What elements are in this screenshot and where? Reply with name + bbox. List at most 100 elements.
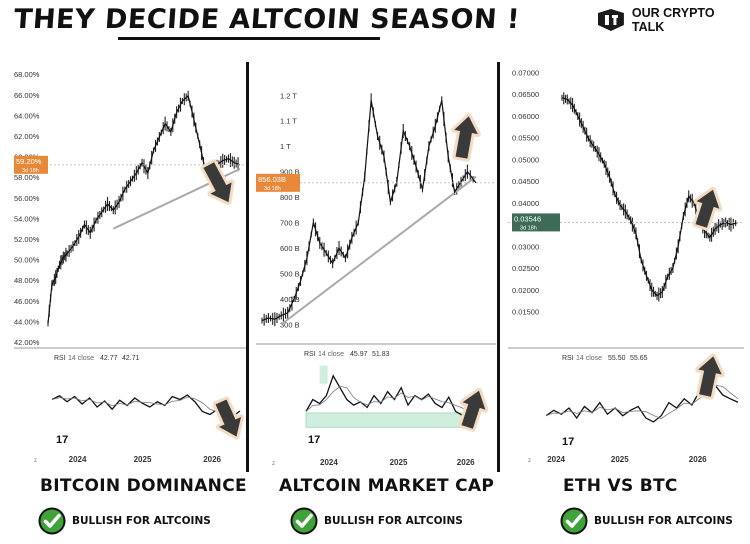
price-tag-value: 59.20% [16, 157, 42, 166]
rsi-name: RSI [54, 355, 66, 362]
arrow-body [695, 189, 720, 228]
price-tag-value: 856.03B [258, 175, 286, 184]
timezone-icon: z [34, 458, 37, 464]
arrow-down-icon [200, 159, 235, 206]
rsi-name: RSI [304, 351, 316, 358]
arrow-body [203, 162, 232, 203]
y-tick-label: 900 B [280, 168, 300, 177]
y-tick-label: 400 B [280, 295, 300, 304]
brand-name: OUR CRYPTO TALK [631, 6, 715, 34]
y-tick-label: 58.00% [14, 173, 40, 182]
x-tick-label: 2025 [611, 455, 629, 464]
price-series-line [561, 97, 739, 297]
headline: THEY DECIDE ALTCOIN SEASON ! [12, 4, 521, 35]
arrow-up-icon [458, 387, 489, 432]
chart-title-altcoin-market-cap: ALTCOIN MARKET CAP [279, 476, 495, 496]
arrow-up-icon [451, 113, 481, 162]
arrow-body [698, 356, 722, 397]
y-tick-label: 68.00% [14, 70, 40, 79]
headline-underline [118, 37, 380, 40]
arrow-body [215, 399, 241, 437]
rsi-overbought-band [319, 365, 328, 384]
y-tick-label: 800 B [280, 193, 300, 202]
x-tick-label: 2025 [390, 458, 408, 467]
x-tick-label: 2024 [320, 458, 338, 467]
chart-eth-vs-btc: 0.07000 0.06500 0.06000 0.05500 0.05000 0.045… [508, 69, 744, 464]
y-tick-label: 500 B [280, 269, 300, 278]
rsi-ma-value: 42.71 [122, 355, 140, 362]
x-tick-label: 2024 [547, 455, 565, 464]
price-series-line [47, 94, 241, 324]
y-tick-label: 66.00% [14, 91, 40, 100]
rsi-ma-value: 55.65 [630, 355, 648, 362]
y-tick-label: 700 B [280, 219, 300, 228]
y-tick-label: 50.00% [14, 256, 40, 265]
x-tick-label: 2026 [689, 455, 707, 464]
rsi-ma-line [305, 385, 477, 414]
x-tick-label: 2026 [457, 458, 475, 467]
panel-divider [497, 62, 500, 472]
x-tick-label: 2025 [134, 455, 152, 464]
y-tick-label: 62.00% [14, 132, 40, 141]
price-tag-sub: 3d 18h [520, 225, 537, 231]
rsi-value: 55.50 [608, 355, 626, 362]
arrow-up-icon [692, 186, 723, 231]
y-tick-label: 600 B [280, 244, 300, 253]
y-tick-label: 0.07000 [512, 69, 539, 78]
check-circle-icon [38, 507, 66, 535]
y-tick-label: 54.00% [14, 214, 40, 223]
y-tick-label: 56.00% [14, 194, 40, 203]
price-tag-box [256, 173, 300, 192]
tradingview-logo-icon: 17 [308, 434, 320, 446]
our-crypto-talk-logo-icon [597, 9, 624, 31]
timezone-icon: z [272, 461, 275, 467]
y-tick-label: 48.00% [14, 276, 40, 285]
rsi-params: 14 close [68, 355, 94, 362]
y-tick-label: 1.1 T [280, 117, 297, 126]
arrow-body [454, 116, 478, 159]
check-circle-icon [560, 507, 588, 535]
price-tag-sub: 3d 18h [22, 168, 39, 174]
y-tick-label: 64.00% [14, 111, 40, 120]
rsi-ma-value: 51.83 [372, 351, 390, 358]
y-tick-label: 300 B [280, 320, 300, 329]
chart-altcoin-market-cap: 1.2 T 1.1 T 1 T 900 B 800 B 700 B 600 B 500 B 40… [256, 91, 496, 467]
y-tick-label: 44.00% [14, 317, 40, 326]
y-tick-label: 0.03000 [512, 242, 539, 251]
tradingview-logo-icon: 17 [56, 434, 68, 446]
y-tick-label: 0.05000 [512, 155, 539, 164]
rsi-line [305, 374, 477, 417]
price-tag-box [14, 155, 48, 174]
tradingview-logo-icon: 17 [562, 436, 574, 448]
verdict-eth-vs-btc: BULLISH FOR ALTCOINS [560, 507, 733, 535]
y-tick-label: 0.06000 [512, 112, 539, 121]
rsi-value: 45.97 [350, 351, 368, 358]
rsi-value: 42.77 [100, 355, 118, 362]
arrow-body [461, 390, 486, 429]
price-tag-value: 0.03546 [514, 214, 541, 223]
trendline [280, 175, 477, 326]
price-series-line [261, 100, 477, 322]
y-tick-label: 52.00% [14, 235, 40, 244]
y-tick-label: 0.02000 [512, 286, 539, 295]
y-tick-label: 0.06500 [512, 90, 539, 99]
rsi-ma-line [51, 396, 241, 417]
arrow-up-icon [695, 353, 725, 400]
y-tick-label: 0.04500 [512, 177, 539, 186]
verdict-label: BULLISH FOR ALTCOINS [324, 515, 463, 527]
x-tick-label: 2026 [203, 455, 221, 464]
y-tick-label: 0.04000 [512, 199, 539, 208]
verdict-bitcoin-dominance: BULLISH FOR ALTCOINS [38, 507, 211, 535]
price-tag-box [512, 213, 560, 232]
y-tick-label: 0.05500 [512, 134, 539, 143]
arrow-down-icon [212, 396, 244, 440]
rsi-oversold-band [305, 412, 477, 428]
y-tick-label: 46.00% [14, 297, 40, 306]
verdict-altcoin-market-cap: BULLISH FOR ALTCOINS [290, 507, 463, 535]
rsi-params: 14 close [576, 355, 602, 362]
timezone-icon: z [528, 458, 531, 464]
y-tick-label: 0.01500 [512, 307, 539, 316]
verdict-label: BULLISH FOR ALTCOINS [594, 515, 733, 527]
rsi-line [51, 394, 241, 422]
brand: OUR CRYPTO TALK [596, 6, 750, 34]
